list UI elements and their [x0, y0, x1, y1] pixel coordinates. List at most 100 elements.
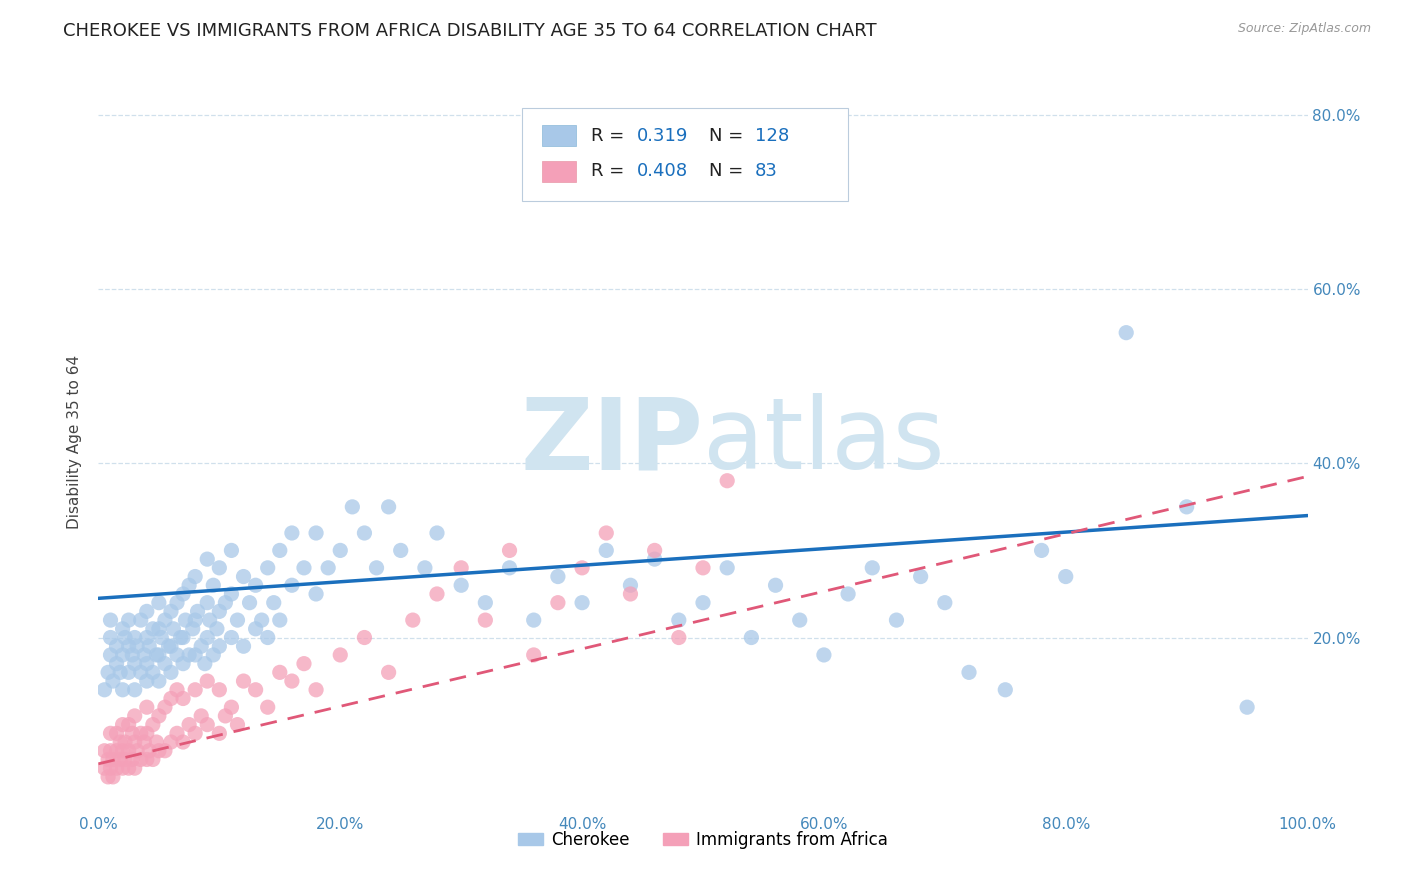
Point [93, 761, 115, 775]
Point [118, 639, 141, 653]
Point [547, 596, 569, 610]
Point [716, 474, 738, 488]
Text: atlas: atlas [703, 393, 945, 490]
Point [160, 665, 183, 680]
Point [160, 639, 183, 653]
Point [498, 561, 520, 575]
Point [281, 578, 304, 592]
Point [93, 682, 115, 697]
Point [166, 648, 188, 662]
Point [292, 657, 315, 671]
Point [179, 717, 201, 731]
Point [166, 682, 188, 697]
Point [174, 613, 197, 627]
Point [97, 752, 120, 766]
Point [245, 682, 267, 697]
Point [169, 631, 191, 645]
Point [172, 735, 194, 749]
Point [172, 657, 194, 671]
Point [269, 665, 291, 680]
Point [97, 665, 120, 680]
Point [93, 744, 115, 758]
Text: Source: ZipAtlas.com: Source: ZipAtlas.com [1237, 22, 1371, 36]
Text: 83: 83 [755, 162, 778, 180]
Point [226, 717, 249, 731]
Point [256, 631, 278, 645]
Point [205, 622, 228, 636]
Point [281, 674, 304, 689]
Point [121, 648, 143, 662]
Point [353, 526, 375, 541]
Text: N =: N = [709, 162, 749, 180]
Point [172, 631, 194, 645]
Text: R =: R = [591, 127, 630, 145]
FancyBboxPatch shape [543, 161, 576, 182]
Point [329, 543, 352, 558]
Point [142, 665, 165, 680]
Point [426, 587, 449, 601]
Point [957, 665, 980, 680]
Point [162, 622, 184, 636]
Point [100, 726, 122, 740]
Point [179, 578, 201, 592]
Point [172, 587, 194, 601]
Point [148, 648, 170, 662]
Point [202, 578, 225, 592]
FancyBboxPatch shape [522, 109, 848, 201]
Point [184, 726, 207, 740]
Point [184, 648, 207, 662]
Point [166, 596, 188, 610]
Point [127, 639, 149, 653]
Point [111, 648, 134, 662]
Legend: Cherokee, Immigrants from Africa: Cherokee, Immigrants from Africa [512, 824, 894, 855]
Point [145, 648, 167, 662]
Point [124, 657, 146, 671]
Point [619, 578, 641, 592]
Point [118, 717, 141, 731]
Point [160, 691, 183, 706]
Point [111, 744, 134, 758]
Point [1115, 326, 1137, 340]
Point [292, 561, 315, 575]
Point [281, 526, 304, 541]
Point [160, 735, 183, 749]
Point [377, 665, 399, 680]
Point [97, 770, 120, 784]
Point [413, 561, 436, 575]
Point [239, 596, 262, 610]
Point [740, 631, 762, 645]
Point [124, 761, 146, 775]
Text: 0.319: 0.319 [637, 127, 688, 145]
Point [994, 682, 1017, 697]
Point [135, 657, 157, 671]
Point [153, 700, 176, 714]
Point [644, 543, 666, 558]
Point [214, 596, 236, 610]
Point [108, 735, 131, 749]
Point [153, 657, 176, 671]
Text: N =: N = [709, 127, 749, 145]
Point [245, 578, 267, 592]
Point [124, 631, 146, 645]
Point [245, 622, 267, 636]
Point [389, 543, 412, 558]
Point [226, 613, 249, 627]
Point [716, 561, 738, 575]
Point [377, 500, 399, 514]
Point [934, 596, 956, 610]
Point [181, 622, 204, 636]
Point [190, 709, 212, 723]
Point [474, 613, 496, 627]
Point [571, 561, 593, 575]
Point [595, 543, 617, 558]
Point [194, 657, 217, 671]
Point [118, 761, 141, 775]
Point [198, 613, 221, 627]
Point [221, 543, 243, 558]
Point [100, 744, 122, 758]
Point [105, 726, 128, 740]
Point [184, 613, 207, 627]
Point [150, 631, 173, 645]
Point [100, 761, 122, 775]
Point [316, 561, 339, 575]
